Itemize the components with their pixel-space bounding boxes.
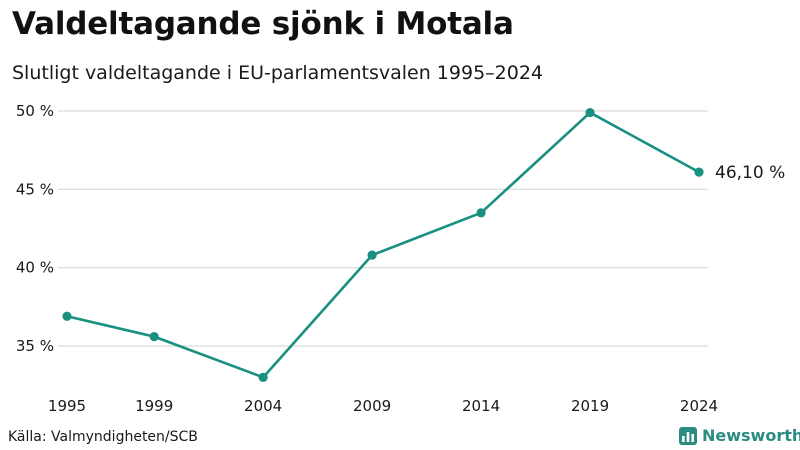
x-tick-label: 2009 <box>353 397 391 415</box>
series-line <box>65 111 701 379</box>
source-note: Källa: Valmyndigheten/SCB <box>8 429 198 445</box>
chart-subtitle: Slutligt valdeltagande i EU-parlamentsva… <box>12 62 544 84</box>
y-tick-label: 50 % <box>16 102 54 120</box>
data-point-2014 <box>476 208 486 218</box>
data-point-2009 <box>367 250 377 260</box>
y-tick-label: 40 % <box>16 259 54 277</box>
x-tick-label: 2019 <box>571 397 609 415</box>
data-point-2019 <box>585 107 595 118</box>
brand-name: Newsworthy <box>702 426 800 445</box>
y-axis-ticks: 50 % 45 % 40 % 35 % <box>16 102 54 355</box>
x-axis-ticks: 1995 1999 2004 2009 2014 2019 2024 <box>48 397 718 415</box>
x-tick-label: 1995 <box>48 397 86 415</box>
x-tick-label: 1999 <box>135 397 173 415</box>
chart-title: Valdeltagande sjönk i Motala <box>12 6 514 42</box>
bar-chart-icon <box>679 426 697 445</box>
data-point-1995 <box>62 311 72 321</box>
newsworthy-logo: Newsworthy <box>679 426 800 445</box>
end-value-label: 46,10 % <box>715 163 785 183</box>
data-point-2024 <box>694 167 704 177</box>
x-tick-label: 2024 <box>680 397 718 415</box>
y-tick-label: 35 % <box>16 337 54 355</box>
x-tick-label: 2014 <box>462 397 500 415</box>
x-tick-label: 2004 <box>244 397 282 415</box>
y-tick-label: 45 % <box>16 180 54 198</box>
grid-lines <box>58 110 708 347</box>
annotations: 46,10 % <box>715 163 785 183</box>
data-point-1999 <box>149 332 159 342</box>
series-group <box>62 107 704 382</box>
data-point-2004 <box>258 372 268 382</box>
